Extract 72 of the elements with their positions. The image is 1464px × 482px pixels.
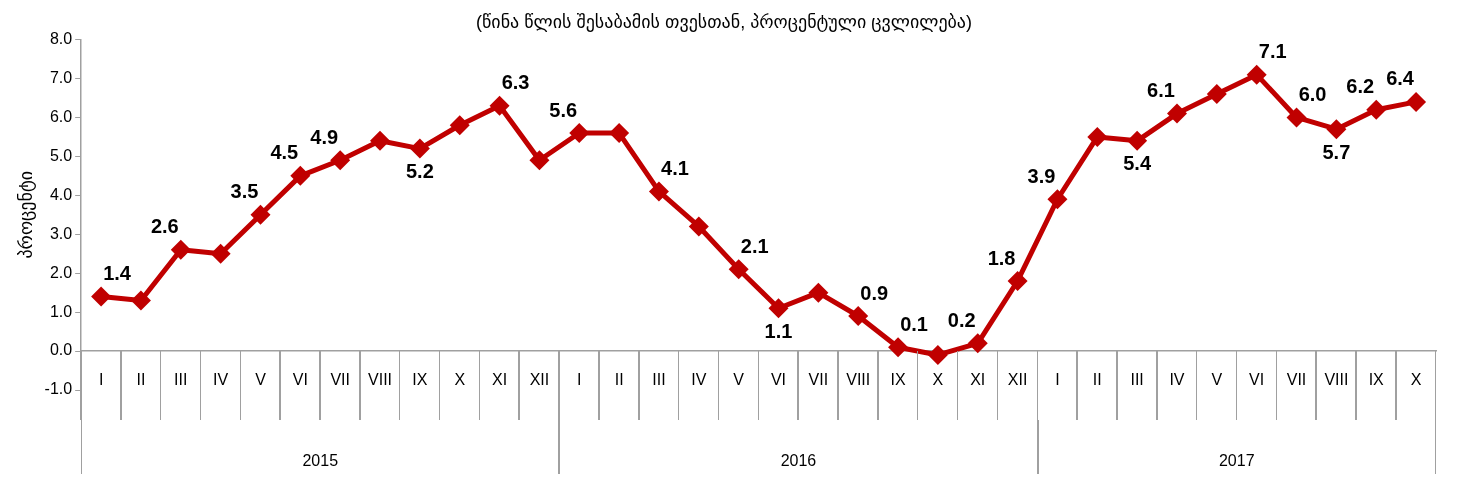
x-tick-label: V <box>255 371 267 389</box>
data-label: 2.6 <box>150 215 179 238</box>
data-label: 5.2 <box>405 160 434 183</box>
data-label: 6.4 <box>1386 67 1415 90</box>
y-tick-label: 8.0 <box>49 30 73 48</box>
text: 2017 <box>1218 452 1255 470</box>
data-label: 5.6 <box>549 98 578 121</box>
x-tick-label: VI <box>1249 371 1265 389</box>
x-tick-label: VIII <box>368 371 393 389</box>
y-tick-label: -1.0 <box>44 380 73 398</box>
y-tick-label: 7.0 <box>49 68 73 86</box>
x-tick-label: II <box>614 371 624 389</box>
data-label: 6.1 <box>1147 79 1175 102</box>
data-label: 4.5 <box>270 141 299 164</box>
data-label: 2.1 <box>740 234 769 257</box>
x-tick-label: I <box>98 371 104 389</box>
x-tick-label: V <box>733 371 745 389</box>
x-tick-label: VIII <box>846 371 871 389</box>
y-tick-label: 2.0 <box>49 263 73 281</box>
x-tick-label: VI <box>770 371 787 389</box>
x-tick-label: II <box>136 371 146 389</box>
x-tick-label: X <box>1410 371 1422 389</box>
text: 2016 <box>780 452 817 470</box>
data-label: 0.2 <box>947 308 976 331</box>
data-label: 6.0 <box>1298 82 1327 105</box>
x-tick-label: VIII <box>1324 371 1349 389</box>
data-label: 3.5 <box>230 180 259 203</box>
y-tick-label: 1.0 <box>49 302 73 320</box>
x-tick-label: I <box>577 371 582 389</box>
text: 2015 <box>302 452 339 470</box>
data-label: 5.4 <box>1123 152 1152 175</box>
x-tick-label: VI <box>292 371 308 389</box>
x-tick-label: IX <box>890 371 906 389</box>
x-tick-label: III <box>1130 371 1144 389</box>
x-tick-label: XII <box>529 371 550 389</box>
data-label: 5.7 <box>1322 140 1351 163</box>
y-tick-label: 4.0 <box>49 185 73 203</box>
x-tick-label: X <box>932 371 944 389</box>
y-tick-label: 6.0 <box>49 107 73 125</box>
data-label: 4.1 <box>661 156 689 179</box>
x-tick-label: VII <box>808 371 829 389</box>
data-label: 4.9 <box>310 125 339 148</box>
data-label: 1.1 <box>764 319 793 342</box>
x-tick-label: XI <box>492 371 508 389</box>
y-axis-title: პროცენტი <box>15 171 36 259</box>
y-tick-label: 0.0 <box>49 341 73 359</box>
data-label: 0.1 <box>900 312 928 335</box>
data-label: 6.2 <box>1346 75 1375 98</box>
x-tick-label: III <box>174 371 188 389</box>
x-tick-label: X <box>454 371 466 389</box>
y-tick-label: 3.0 <box>49 224 73 242</box>
data-label: 1.4 <box>103 262 132 285</box>
x-tick-label: XII <box>1007 371 1028 389</box>
x-tick-label: XI <box>970 371 986 389</box>
x-tick-label: IV <box>1169 371 1185 389</box>
data-label: 3.9 <box>1027 164 1056 187</box>
x-tick-label: IV <box>213 371 229 389</box>
x-tick-label: III <box>652 371 666 389</box>
x-tick-label: VII <box>330 371 350 389</box>
x-tick-label: II <box>1092 371 1102 389</box>
x-tick-label: IV <box>691 371 707 389</box>
x-tick-label: I <box>1055 371 1060 389</box>
x-tick-label: V <box>1211 371 1223 389</box>
x-tick-label: VII <box>1286 371 1307 389</box>
chart-subtitle: (წინა წლის შესაბამის თვესთან, პროცენტული ცვლილება) <box>476 11 972 32</box>
x-tick-label: IX <box>1368 371 1385 389</box>
y-tick-label: 5.0 <box>49 146 73 164</box>
data-label: 1.8 <box>987 246 1016 269</box>
data-label: 6.3 <box>501 71 530 94</box>
data-label: 7.1 <box>1258 40 1287 63</box>
x-tick-label: IX <box>412 371 428 389</box>
data-label: 0.9 <box>860 281 889 304</box>
